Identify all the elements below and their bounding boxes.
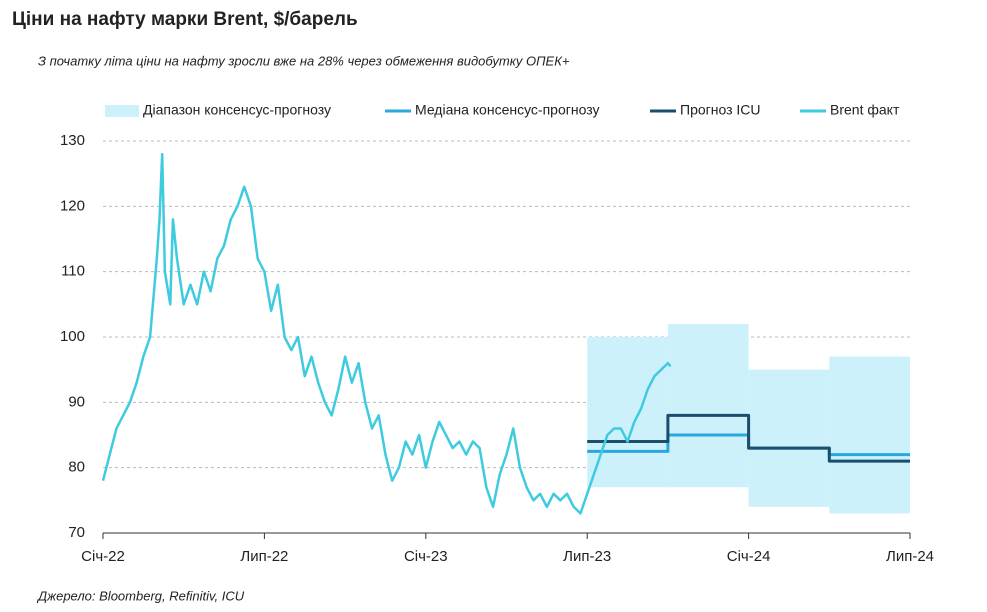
series-line — [101, 152, 672, 515]
range-band — [587, 337, 668, 488]
legend-label: Медіана консенсус-прогнозу — [415, 102, 599, 118]
x-tick-label: Лип-24 — [886, 548, 934, 565]
legend-swatch — [105, 105, 139, 117]
range-band — [667, 323, 749, 488]
range-band — [829, 356, 910, 514]
x-tick-label: Січ-23 — [404, 548, 448, 565]
y-tick-label: 90 — [68, 393, 85, 410]
y-tick-label: 80 — [68, 459, 85, 476]
x-tick-label: Лип-23 — [563, 548, 611, 565]
y-tick-label: 120 — [60, 197, 85, 214]
y-tick-label: 70 — [68, 524, 85, 541]
y-tick-label: 130 — [60, 132, 85, 149]
x-tick-label: Січ-22 — [81, 548, 125, 565]
x-tick-label: Лип-22 — [240, 548, 288, 565]
legend-label: Brent факт — [830, 102, 900, 118]
range-band — [748, 369, 830, 507]
series-line — [587, 413, 910, 463]
chart-subtitle: З початку літа ціни на нафту зросли вже … — [38, 53, 570, 68]
legend-label: Прогноз ICU — [680, 102, 761, 118]
x-tick-label: Січ-24 — [727, 548, 771, 565]
chart-title: Ціни на нафту марки Brent, $/барель — [12, 9, 358, 30]
y-tick-label: 110 — [61, 263, 85, 280]
source: Джерело: Bloomberg, Refinitiv, ICU — [36, 588, 245, 603]
legend-label: Діапазон консенсус-прогнозу — [143, 102, 331, 118]
y-tick-label: 100 — [60, 328, 85, 345]
